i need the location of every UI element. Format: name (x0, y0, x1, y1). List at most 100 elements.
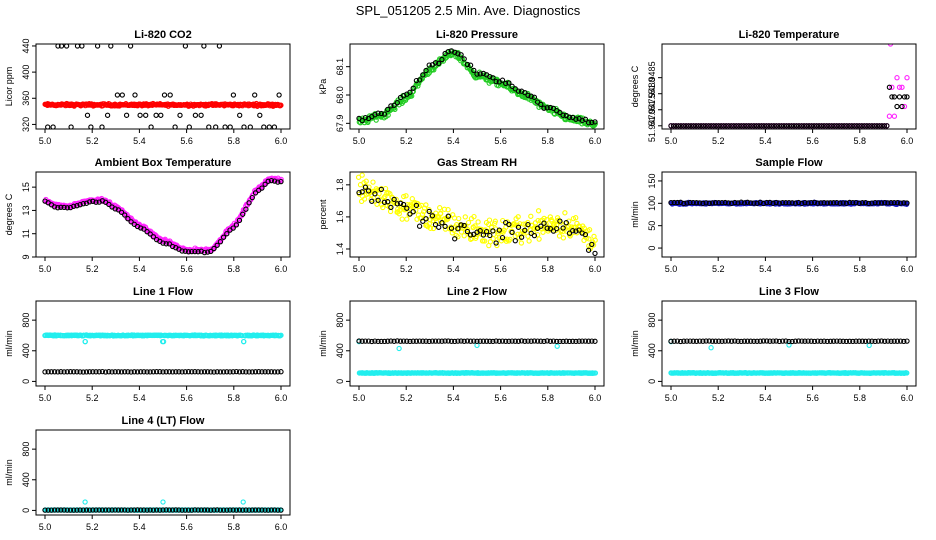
data-point (240, 369, 246, 375)
data-point (112, 369, 118, 375)
data-point (50, 124, 56, 129)
data-point (141, 369, 147, 375)
data-point (712, 338, 719, 344)
data-point (464, 61, 471, 68)
data-point (859, 200, 866, 206)
data-point (265, 178, 271, 184)
data-point (690, 123, 697, 129)
x-tick-label: 6.0 (901, 136, 914, 146)
data-point (378, 110, 384, 117)
data-point (573, 338, 579, 345)
data-point (492, 218, 498, 224)
data-point (811, 123, 817, 129)
data-point (901, 103, 908, 110)
data-point (592, 338, 598, 344)
data-point (160, 507, 166, 513)
data-point (735, 338, 741, 344)
data-point (430, 225, 437, 232)
data-point (541, 105, 547, 111)
data-point (499, 77, 506, 83)
data-point (381, 338, 388, 345)
data-point (818, 123, 825, 129)
data-point (758, 123, 765, 129)
data-point (433, 219, 440, 225)
data-point (487, 73, 493, 80)
data-point (474, 71, 480, 77)
data-point (436, 224, 442, 230)
data-point (783, 199, 789, 206)
data-point (131, 507, 137, 513)
data-point (709, 338, 716, 344)
data-point (540, 229, 546, 235)
data-point (455, 51, 461, 57)
data-point (45, 369, 51, 375)
data-point (507, 236, 513, 242)
plot-frame (35, 171, 291, 258)
data-point (512, 238, 518, 244)
data-point (179, 369, 185, 375)
data-point (442, 338, 448, 344)
y-tick-label: 800 (21, 313, 31, 328)
data-point (458, 222, 464, 228)
data-point (201, 369, 208, 375)
data-point (204, 249, 211, 255)
data-point (861, 123, 867, 129)
data-point (173, 369, 179, 375)
x-tick-label: 6.0 (275, 522, 288, 532)
data-point (176, 369, 182, 375)
data-point (875, 200, 881, 206)
data-point (201, 44, 207, 49)
data-point (42, 369, 48, 375)
data-point (369, 198, 375, 204)
x-tick-label: 5.8 (228, 522, 241, 532)
data-point (132, 92, 138, 98)
data-point (63, 44, 70, 49)
data-point (773, 199, 779, 206)
data-point (515, 88, 522, 94)
x-tick-label: 5.0 (39, 136, 52, 146)
plot-area (42, 175, 284, 256)
data-point (778, 123, 785, 129)
series-b (42, 177, 284, 256)
data-point (429, 213, 436, 219)
data-point (125, 216, 131, 222)
x-tick-label: 5.2 (86, 393, 99, 403)
x-tick-label: 5.2 (712, 136, 725, 146)
data-point (147, 231, 153, 237)
data-point (846, 338, 853, 344)
x-tick-label: 5.2 (86, 264, 99, 274)
data-point (783, 123, 790, 129)
data-point (677, 199, 684, 205)
data-point (813, 123, 820, 129)
data-point (195, 249, 201, 255)
data-point (589, 338, 595, 344)
data-point (869, 123, 875, 129)
data-point (786, 200, 792, 206)
data-point (378, 186, 384, 193)
data-point (439, 220, 445, 226)
data-point (760, 338, 767, 344)
data-point (420, 72, 426, 78)
data-point (369, 338, 375, 345)
x-tick-label: 5.8 (542, 136, 555, 146)
data-point (709, 200, 716, 206)
data-point (227, 369, 233, 375)
y-axis-label: percent (318, 199, 328, 230)
data-point (736, 123, 742, 129)
data-point (789, 338, 795, 345)
x-tick-label: 6.0 (901, 393, 914, 403)
panel-sample_flow: Sample Flow 5.0 5.2 5.4 5.6 5.8 6.0 0 50 100 150 ml… (630, 157, 917, 274)
data-point (493, 78, 499, 85)
plot-frame (661, 300, 917, 387)
data-point (375, 338, 381, 345)
data-point (531, 338, 538, 344)
data-point (716, 200, 722, 206)
x-tick-label: 5.4 (133, 136, 146, 146)
data-point (756, 123, 762, 129)
data-point (413, 202, 420, 209)
data-point (535, 208, 542, 214)
data-point (64, 369, 70, 375)
data-point (169, 369, 176, 375)
data-point (252, 92, 258, 98)
x-tick-label: 5.8 (542, 264, 555, 274)
